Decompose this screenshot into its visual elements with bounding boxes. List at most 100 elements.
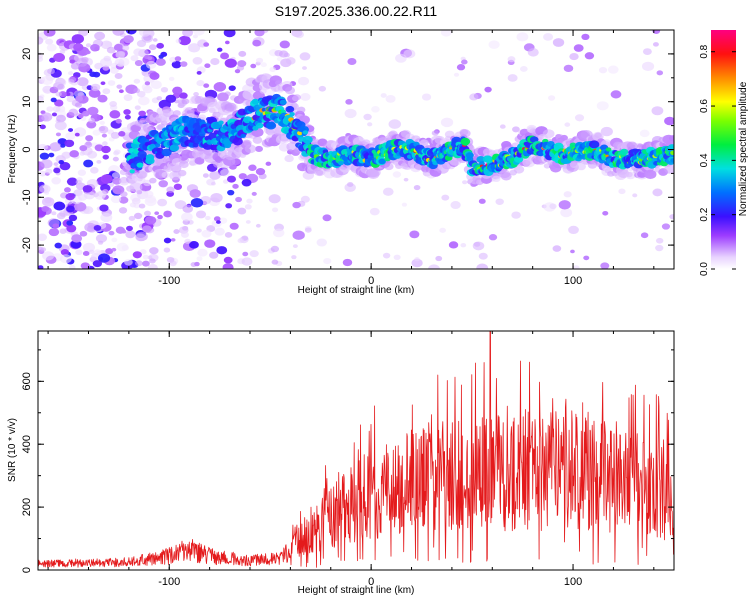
spectrogram-cell — [298, 76, 310, 86]
spectrogram-cell — [158, 180, 168, 188]
spectrogram-cell — [652, 42, 659, 47]
spectrogram-cell — [596, 101, 609, 111]
spectrogram-cell — [38, 52, 44, 60]
spectrogram-cell — [209, 171, 221, 180]
spectrogram-cell — [302, 66, 307, 70]
spectrogram-cell — [137, 96, 150, 106]
spectrogram-cell — [224, 102, 237, 112]
spectrogram-cell — [641, 61, 655, 72]
spectrogram-cell — [218, 217, 228, 224]
spectrogram-cell — [100, 81, 106, 86]
spectrogram-y-tick-label: 20 — [21, 48, 33, 60]
spectrogram-cell — [292, 201, 301, 209]
spectrogram-cell — [128, 215, 136, 221]
snr-y-label: SNR (10 * v/v) — [7, 418, 18, 482]
spectrogram-cell — [109, 66, 119, 74]
spectrogram-cell — [414, 257, 420, 262]
spectrogram-cell — [138, 110, 146, 117]
spectrogram-cell — [97, 253, 111, 263]
spectrogram-cell — [133, 202, 141, 209]
spectrogram-cell — [299, 52, 311, 61]
spectrogram-cell — [255, 145, 263, 153]
spectrogram-cell — [655, 237, 664, 244]
spectrogram-cell — [39, 170, 47, 177]
spectrogram-cell — [149, 258, 156, 264]
spectrogram-cell — [64, 139, 75, 148]
spectrogram-cell — [552, 245, 562, 252]
spectrogram-cell — [232, 137, 243, 146]
spectrogram-cell — [55, 91, 62, 97]
spectrogram-cell — [194, 157, 205, 165]
spectrogram-cell — [78, 113, 84, 119]
spectrogram-cell — [251, 98, 260, 105]
spectrogram-cell — [110, 131, 120, 139]
spectrogram-cell — [138, 30, 152, 37]
spectrogram-cell — [85, 135, 94, 142]
spectrogram-cell — [194, 261, 200, 267]
spectrogram-cell — [564, 122, 571, 127]
spectrogram-cell — [111, 172, 121, 179]
spectrogram-cell — [273, 228, 285, 238]
spectrogram-cell — [507, 74, 518, 82]
spectrogram-cell — [169, 170, 182, 181]
spectrogram-cell — [81, 56, 89, 63]
spectrogram-cell — [450, 201, 461, 209]
spectrogram-cell — [112, 156, 119, 162]
spectrogram-cell — [448, 241, 459, 249]
spectrogram-cell — [598, 67, 608, 74]
spectrogram-cell — [204, 63, 211, 69]
spectrogram-cell — [237, 238, 245, 244]
spectrogram-cell — [189, 189, 201, 198]
spectrogram-cell — [224, 142, 232, 149]
spectrogram-cell — [155, 143, 161, 148]
spectrogram-cell — [363, 113, 372, 121]
spectrogram-cell — [56, 114, 67, 123]
spectrogram-cell — [419, 139, 429, 147]
spectrogram-cell — [619, 148, 629, 156]
spectrogram-cell — [179, 92, 188, 99]
spectrogram-cell — [132, 251, 142, 259]
spectrogram-cell — [52, 105, 61, 112]
spectrogram-cell — [79, 230, 88, 237]
spectrogram-cell — [670, 150, 674, 155]
spectrogram-cell — [60, 249, 70, 256]
spectrogram-cell — [478, 198, 486, 204]
colorbar-tick-label: 0.4 — [699, 153, 710, 167]
spectrogram-cell — [41, 197, 55, 207]
colorbar-tick-label: 0.0 — [699, 262, 710, 276]
spectrogram-cell — [118, 207, 128, 214]
spectrogram-cell — [137, 90, 146, 98]
snr-x-axis: -100 0 100 — [47, 331, 655, 588]
spectrogram-cell — [124, 258, 133, 266]
spectrogram-cell — [170, 238, 176, 242]
spectrogram-cell — [99, 204, 109, 212]
spectrogram-cell — [285, 105, 295, 113]
spectrogram-cell — [537, 151, 544, 157]
spectrogram-cell — [96, 159, 102, 164]
spectrogram-cell — [90, 44, 100, 52]
spectrogram-cell — [568, 225, 579, 235]
spectrogram-cell — [274, 49, 283, 57]
spectrogram-cell — [642, 48, 652, 55]
spectrogram-cell — [197, 248, 208, 257]
spectrogram-cell — [39, 184, 51, 194]
colorbar-tick-label: 0.6 — [699, 99, 710, 113]
spectrogram-cell — [260, 62, 267, 68]
spectrogram-cell — [240, 133, 246, 138]
spectrogram-cell — [294, 30, 304, 39]
spectrogram-cell — [116, 84, 123, 89]
spectrogram-cell — [213, 82, 227, 92]
spectrogram-cell — [245, 220, 251, 224]
spectrogram-cell — [227, 175, 237, 183]
spectrogram-cell — [66, 177, 78, 186]
spectrogram-cell — [558, 200, 571, 210]
spectrogram-cell — [106, 46, 116, 54]
spectrogram-y-tick-label: -20 — [21, 237, 33, 253]
spectrogram-cell — [338, 160, 344, 166]
spectrogram-cell — [632, 193, 638, 198]
spectrogram-cell — [409, 230, 420, 239]
spectrogram-cell — [38, 233, 48, 241]
spectrogram-cell — [428, 264, 440, 269]
spectrogram-cell — [459, 129, 471, 138]
